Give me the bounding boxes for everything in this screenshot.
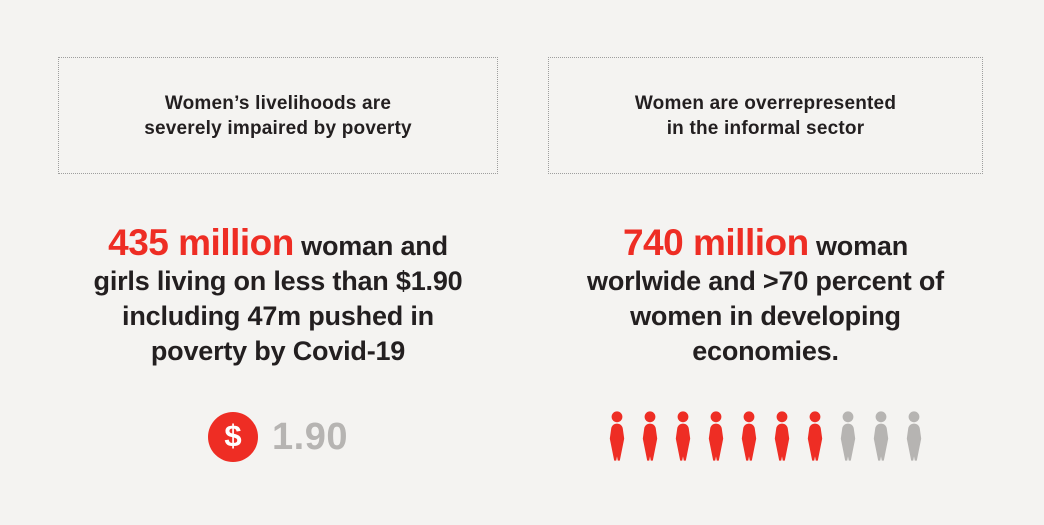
poverty-heading-line1: Women’s livelihoods are: [164, 92, 392, 114]
person-icon: [642, 411, 658, 461]
informal-stat-line1: 740 million woman: [542, 222, 989, 264]
poverty-stat-line3: including 47m pushed in: [122, 301, 434, 331]
informal-stat-line2: worlwide and >70 percent of: [587, 266, 944, 296]
dollar-circle-icon: $: [208, 412, 259, 462]
poverty-stat-text: 435 million woman and girls living on le…: [52, 222, 504, 369]
dollar-symbol: $: [224, 418, 242, 453]
dollar-figure: $ 1.90: [58, 409, 498, 465]
poverty-stat-line2: girls living on less than $1.90: [93, 266, 463, 296]
person-icon: [774, 411, 790, 461]
informal-heading-line1: Women are overrepresented: [634, 92, 897, 114]
informal-heading-line2: in the informal sector: [666, 117, 865, 139]
informal-sector-panel: Women are overrepresented in the informa…: [548, 57, 983, 468]
person-icon: [906, 411, 922, 461]
person-pictogram: [548, 411, 983, 463]
poverty-heading-box: Women’s livelihoods are severely impaire…: [58, 57, 498, 174]
informal-stat-highlight: 740 million: [622, 222, 809, 263]
person-icon: [708, 411, 724, 461]
poverty-panel: Women’s livelihoods are severely impaire…: [58, 57, 498, 468]
informal-heading-box: Women are overrepresented in the informa…: [548, 57, 983, 174]
informal-stat-line3: women in developing: [630, 301, 901, 331]
poverty-stat-line4: poverty by Covid-19: [150, 336, 406, 366]
person-icon: [741, 411, 757, 461]
person-icon: [840, 411, 856, 461]
informal-stat-text: 740 million woman worlwide and >70 perce…: [542, 222, 989, 369]
person-icon: [675, 411, 691, 461]
dollar-value: 1.90: [272, 415, 348, 458]
informal-stat-line4: economies.: [692, 336, 839, 366]
poverty-stat-line1: 435 million woman and: [52, 222, 504, 264]
poverty-stat-line1-rest: woman and: [293, 231, 448, 261]
person-icon: [609, 411, 625, 461]
informal-stat-line1-rest: woman: [808, 231, 909, 261]
person-icon: [873, 411, 889, 461]
poverty-heading-line2: severely impaired by poverty: [144, 117, 412, 139]
person-icon: [807, 411, 823, 461]
poverty-stat-highlight: 435 million: [108, 222, 294, 263]
